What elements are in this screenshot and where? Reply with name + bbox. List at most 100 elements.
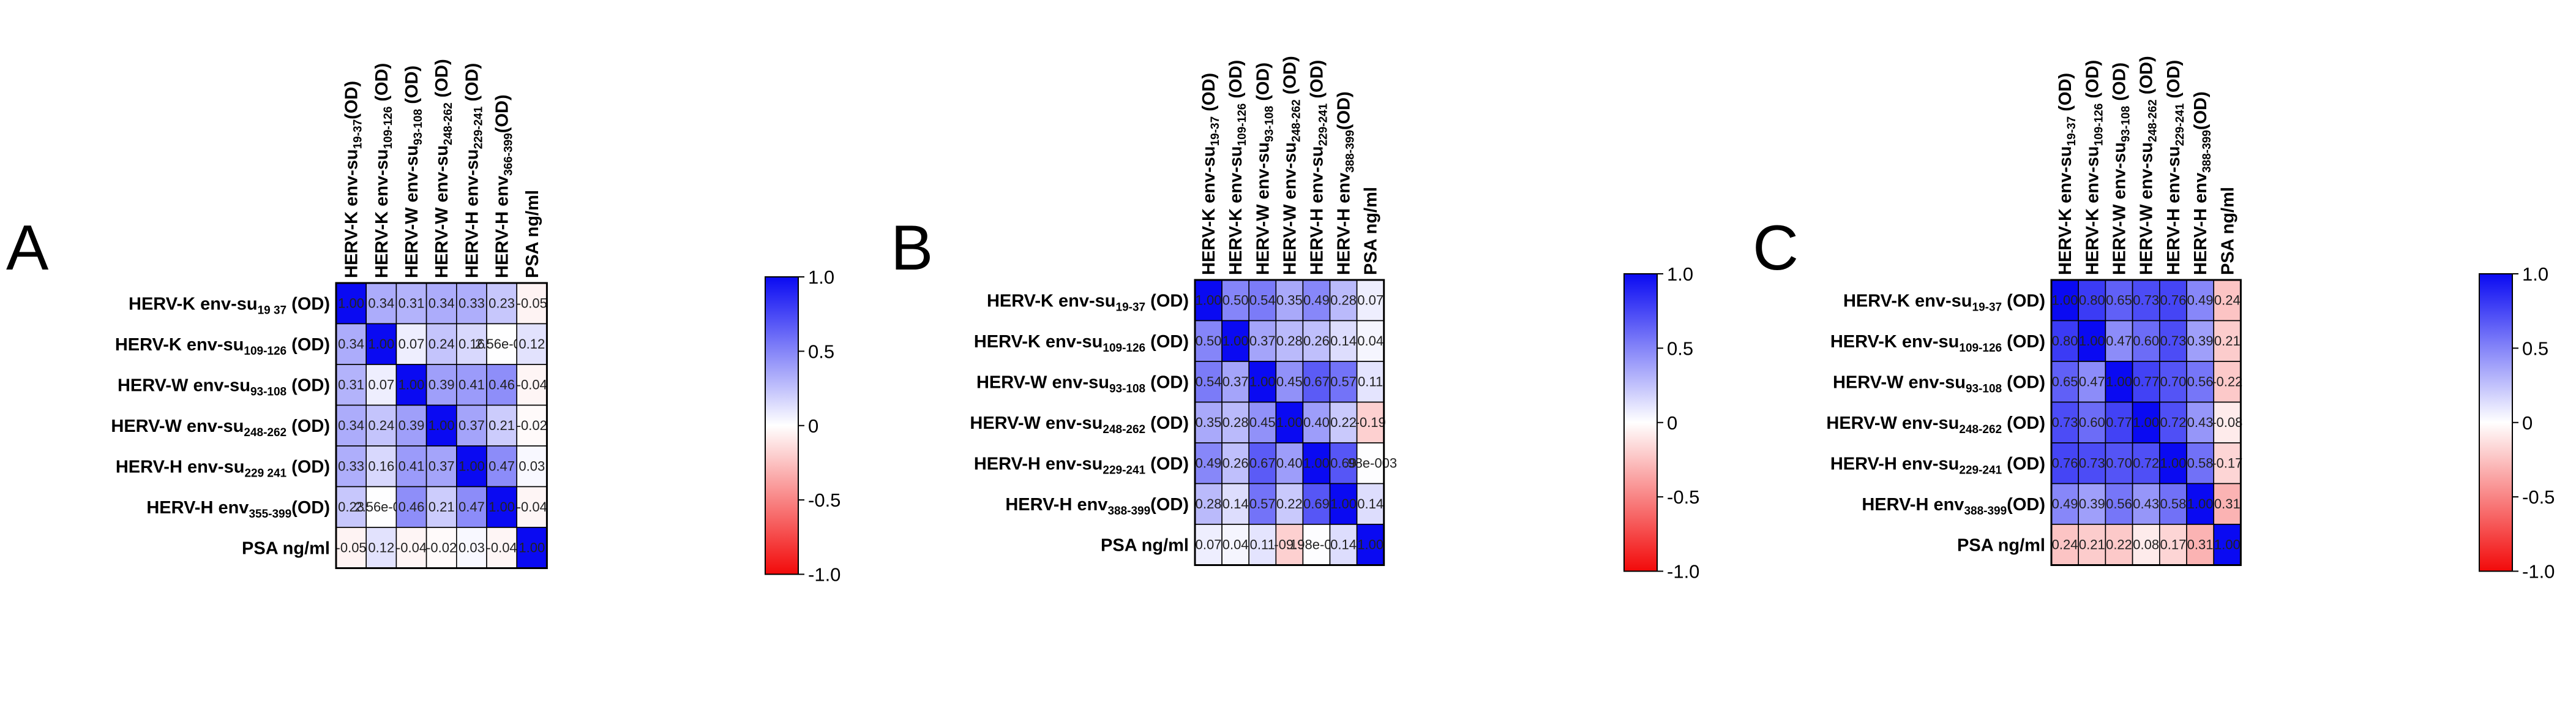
cell-value-label: 0.46 (399, 499, 425, 515)
cell-value-label: 0.12 (519, 336, 545, 352)
row-label: HERV-W env-su93-108 (OD) (976, 372, 1189, 395)
colorbar-tick-label: 1.0 (808, 266, 834, 288)
cell-value-label: 0.28 (1222, 415, 1249, 430)
heatmap-cell (2213, 524, 2242, 566)
heatmap-frame (2050, 279, 2242, 566)
heatmap-cell (1194, 401, 1222, 443)
cell-value-label: 0.04 (1222, 537, 1249, 552)
cell-value-label: 0.23 (338, 499, 364, 515)
column-label: HERV-K env-su19-37(OD) (342, 81, 365, 278)
panel-c: C1.00 0.80 0.65 0.73 0.76 0.49 0.240.80 1.00 0.4… (1753, 56, 2555, 582)
cell-value-label: 0.40 (1276, 455, 1303, 470)
cell-value-label: 0.39 (2187, 333, 2214, 349)
heatmap-cell (2213, 401, 2242, 443)
row-label: HERV-H env355-399(OD) (146, 498, 330, 521)
column-label: HERV-H env366-399(OD) (493, 94, 515, 278)
cell-value-label: 1.00 (2214, 537, 2241, 552)
heatmap-cell (2159, 401, 2187, 443)
cell-value-label: 0.60 (2133, 333, 2159, 349)
cell-value-label: -0.19 (1274, 537, 1305, 552)
cell-value-label: 1.00 (2052, 292, 2078, 308)
heatmap-cell (2051, 524, 2080, 566)
cell-value-label: 0.37 (459, 418, 485, 433)
heatmap-cell (2105, 401, 2133, 443)
heatmap-cell (2132, 320, 2160, 362)
cell-value-label: 1.00 (1303, 455, 1330, 470)
row-label: PSA ng/ml (1101, 535, 1189, 555)
colorbar-tick-label: 1.0 (1667, 263, 1693, 285)
cell-value-label: 0.45 (1249, 415, 1276, 430)
row-label: HERV-H env-su229-241 (OD) (1830, 454, 2045, 477)
cell-value-label: 0.23 (489, 295, 515, 311)
row-label: HERV-K env-su19-37 (OD) (987, 291, 1189, 314)
cell-value-label: 1.00 (2133, 415, 2159, 430)
cell-value-label: 1.00 (1276, 415, 1303, 430)
heatmap-cell (1221, 524, 1249, 566)
heatmap-cell (1329, 524, 1358, 566)
heatmap-cell (2132, 483, 2160, 525)
heatmap-cell (1329, 320, 1358, 362)
cell-value-label: 0.43 (2133, 496, 2159, 511)
cell-value-label: 1.00 (2079, 333, 2105, 349)
cell-value-label: 0.12 (368, 540, 394, 555)
cell-value-label: 0.45 (1276, 374, 1303, 389)
colorbar-tick-label: -0.5 (2522, 486, 2555, 508)
row-label: PSA ng/ml (1957, 535, 2045, 555)
heatmap-frame (1194, 279, 1385, 566)
cell-value-label: 0.49 (2187, 292, 2214, 308)
cell-value-label: 1.00 (489, 499, 515, 515)
cell-value-label: -0.02 (517, 418, 547, 433)
panel-a: A1.00 0.34 0.31 0.34 0.33 0.23 -0.050.34 1.00 0.… (6, 59, 841, 585)
colorbar-tick-label: -1.0 (808, 564, 841, 586)
column-label: HERV-W env-su248-262 (OD) (1280, 56, 1303, 275)
cell-value-label: 0.39 (429, 377, 455, 392)
cell-value-label: 0.24 (429, 336, 455, 352)
cell-value-label: 0.49 (1196, 455, 1222, 470)
column-label: HERV-W env-su93-108 (OD) (402, 66, 425, 278)
cell-value-label: 0.07 (399, 336, 425, 352)
heatmap-cell (2078, 279, 2106, 322)
cell-value-label: 0.35 (1276, 292, 1303, 308)
heatmap-cell (2105, 524, 2133, 566)
heatmap-cell (2159, 483, 2187, 525)
cell-value-label: 0.28 (1196, 496, 1222, 511)
heatmap-cell (1221, 279, 1249, 322)
heatmap-cell (486, 282, 518, 325)
cell-value-label: 0.08 (2133, 537, 2159, 552)
heatmap-cell (516, 404, 548, 447)
cell-value-label: 0.73 (2160, 333, 2186, 349)
heatmap-cell (2213, 320, 2242, 362)
heatmap-cell (1275, 483, 1304, 525)
cell-value-label: 0.33 (338, 458, 364, 474)
heatmap-cell (2078, 401, 2106, 443)
heatmap-cell (365, 404, 397, 447)
cell-value-label: 0.76 (2052, 455, 2078, 470)
colorbar-tick-label: 0.5 (808, 341, 834, 362)
cell-value-label: 1.00 (2187, 496, 2214, 511)
heatmap-cell (425, 364, 457, 406)
row-label: HERV-K env-su109-126 (OD) (115, 335, 330, 358)
cell-value-label: 0.14 (1222, 496, 1249, 511)
cell-value-label: 0.56 (2187, 374, 2214, 389)
cell-value-label: 0.03 (459, 540, 485, 555)
cell-value-label: 0.03 (519, 458, 545, 474)
heatmap-frame (335, 282, 548, 569)
cell-value-label: -0.02 (426, 540, 457, 555)
cell-value-label: 0.72 (2160, 415, 2186, 430)
colorbar-tick-label: 1.0 (2522, 263, 2548, 285)
heatmap-cell (395, 486, 427, 528)
cell-value-label: 0.31 (2187, 537, 2214, 552)
cell-value-label: 0.37 (1222, 374, 1249, 389)
cell-value-label: 0.07 (1357, 292, 1383, 308)
heatmap-cell (2105, 320, 2133, 362)
cell-value-label: 0.49 (2052, 496, 2078, 511)
cell-value-label: 0.76 (2160, 292, 2186, 308)
heatmap-cell (2213, 483, 2242, 525)
heatmap-cell (2159, 320, 2187, 362)
panel-b: B1.00 0.50 0.54 0.35 0.49 0.28 0.070.50 1.00 0.3… (891, 56, 1699, 582)
cell-value-label: 0.49 (1303, 292, 1330, 308)
cell-value-label: .98e-003 (1344, 455, 1397, 470)
cell-value-label: 1.00 (1330, 496, 1357, 511)
heatmap-cell (1221, 483, 1249, 525)
cell-value-label: 0.14 (1330, 333, 1357, 349)
